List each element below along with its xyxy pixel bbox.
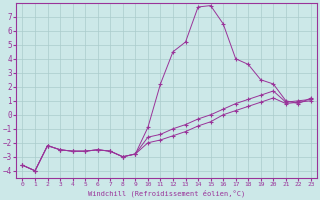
X-axis label: Windchill (Refroidissement éolien,°C): Windchill (Refroidissement éolien,°C) (88, 190, 245, 197)
